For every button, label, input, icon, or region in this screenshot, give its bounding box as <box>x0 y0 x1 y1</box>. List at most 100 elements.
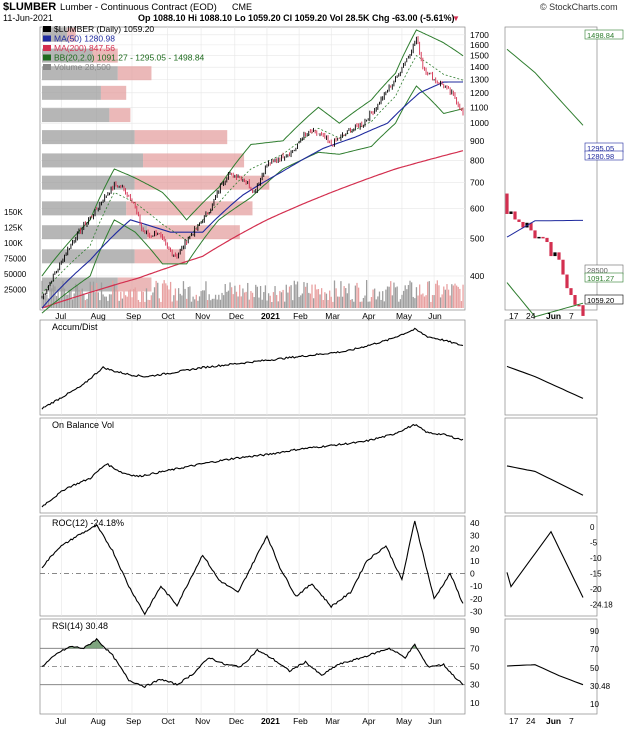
volume-bar <box>62 280 64 308</box>
volume-bar <box>163 280 165 308</box>
x-tick-label: Aug <box>91 311 106 321</box>
price-tick-label: 700 <box>470 178 484 188</box>
volume-bar <box>231 287 233 308</box>
zoom-roc-tick: -20 <box>590 585 602 594</box>
volume-bar <box>195 294 197 308</box>
volume-bar <box>73 293 75 308</box>
volume-bar <box>203 290 205 308</box>
zoom-rsi-tick: 30.48 <box>590 682 611 691</box>
volume-by-price-bar <box>42 175 135 190</box>
volume-bar <box>126 296 128 308</box>
volume-bar <box>179 293 181 308</box>
zoom-rsi-tick: 70 <box>590 645 599 654</box>
volume-bar <box>439 297 442 308</box>
volume-bar <box>444 289 447 308</box>
x-tick-label: 2021 <box>261 716 280 726</box>
zoom-roc-line <box>506 530 584 598</box>
volume-bar <box>134 287 136 308</box>
price-tick-label: 800 <box>470 155 484 165</box>
rsi-tick-label: 10 <box>470 698 480 708</box>
volume-bar <box>354 285 357 308</box>
x-tick-label: 2021 <box>261 311 280 321</box>
zoom-candle <box>521 221 525 228</box>
volume-bar <box>274 286 276 308</box>
volume-bar <box>383 301 385 308</box>
volume-bar <box>49 281 51 308</box>
contract-description: Lumber - Continuous Contract (EOD) <box>60 2 217 13</box>
volume-bar <box>116 290 119 308</box>
price-tick-label: 400 <box>470 271 484 281</box>
zoom-candle <box>573 295 577 305</box>
volume-bar <box>137 299 140 308</box>
zoom-x-label: 17 <box>509 311 519 321</box>
volume-tick-label: 50000 <box>4 270 27 279</box>
volume-bar <box>300 295 302 308</box>
x-tick-label: Oct <box>161 716 175 726</box>
volume-bar <box>247 282 249 308</box>
volume-bar <box>91 285 93 308</box>
volume-bar <box>332 301 334 308</box>
volume-bar <box>152 292 154 308</box>
zoom-roc-panel <box>504 515 598 617</box>
volume-bar <box>250 291 252 308</box>
volume-bar <box>443 286 445 308</box>
x-tick-label: Jun <box>428 716 442 726</box>
zoom-price-panel <box>504 26 598 311</box>
volume-bar <box>144 301 146 308</box>
volume-bar <box>325 293 328 308</box>
zoom-bollinger-lower <box>506 282 584 318</box>
volume-tick-label: 25000 <box>4 286 27 295</box>
volume-bar <box>308 292 310 308</box>
volume-bar <box>276 294 278 308</box>
volume-bar <box>267 293 270 308</box>
volume-bar <box>388 286 390 308</box>
volume-by-price-bar <box>42 153 144 168</box>
volume-bar <box>364 295 366 308</box>
zoom-roc-tick: 0 <box>590 523 595 532</box>
volume-bar <box>396 286 398 308</box>
volume-bar <box>218 294 220 308</box>
ohlc-summary: Op 1088.10 Hi 1088.10 Lo 1059.20 Cl 1059… <box>138 13 455 23</box>
volume-by-price-bar <box>134 175 270 190</box>
legend-swatch <box>43 26 51 32</box>
volume-bar <box>425 295 427 308</box>
volume-bar <box>420 294 422 308</box>
volume-bar <box>409 280 411 308</box>
zoom-bollinger-upper <box>506 48 584 126</box>
rsi-tick-label: 30 <box>470 680 480 690</box>
volume-bar <box>353 301 355 308</box>
rsi-tick-label: 70 <box>470 643 480 653</box>
roc-tick-label: -10 <box>470 581 483 591</box>
volume-bar <box>171 301 173 308</box>
volume-bar <box>284 301 286 308</box>
volume-bar <box>414 298 416 308</box>
volume-bar <box>304 286 307 308</box>
volume-bar <box>83 293 85 308</box>
volume-bar <box>436 280 438 308</box>
zoom-candle <box>513 211 517 220</box>
volume-bar <box>369 301 371 308</box>
volume-bar <box>410 282 413 308</box>
volume-bar <box>102 294 104 308</box>
accum-panel <box>39 319 466 416</box>
zoom-candle <box>565 274 569 289</box>
volume-bar <box>412 296 414 308</box>
volume-bar <box>87 293 90 308</box>
volume-bar <box>292 300 294 308</box>
volume-bar <box>457 286 459 308</box>
roc-tick-label: 30 <box>470 531 480 541</box>
rsi-overbought-fill <box>371 644 419 649</box>
volume-bar <box>390 281 392 308</box>
legend-entry: BB(20,2.0) 1091.27 - 1295.05 - 1498.84 <box>54 53 205 63</box>
volume-bar <box>96 282 98 308</box>
volume-bar <box>449 295 451 308</box>
price-tick-label: 1100 <box>470 102 489 112</box>
legend-swatch <box>43 35 51 42</box>
volume-bar <box>234 285 236 308</box>
volume-by-price-bar <box>42 249 135 264</box>
volume-bar <box>407 285 410 308</box>
volume-bar <box>269 295 271 308</box>
volume-bar <box>192 296 194 308</box>
roc-tick-label: 0 <box>470 569 475 579</box>
